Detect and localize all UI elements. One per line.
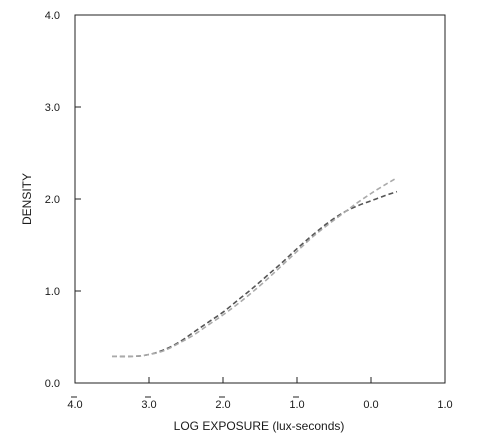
x-tick-label: 1.0 [437,399,452,411]
x-tick-label: 1.0 [289,399,304,411]
x-tick-label: 3.0 [141,399,156,411]
y-tick-label: 0.0 [45,378,60,390]
x-tick-label: 4.0 [67,399,82,411]
y-tick-label: 3.0 [45,102,60,114]
y-tick-label: 1.0 [45,286,60,298]
y-tick-label: 2.0 [45,194,60,206]
series-line-1 [111,190,398,358]
ticks: 0.0 1.0 2.0 3.0 4.0 4.0 3.0 2.0 1.0 0.0 1.0 [45,10,453,411]
axes [74,14,446,384]
y-axis-label: DENSITY [20,173,34,225]
y-tick-label: 4.0 [45,10,60,22]
plot-frame [74,14,446,384]
x-tick-label: 2.0 [215,399,230,411]
series-line-2 [111,177,398,358]
x-tick-label: 0.0 [363,399,378,411]
x-axis-label: LOG EXPOSURE (lux-seconds) [174,419,345,433]
series-group [111,177,398,358]
